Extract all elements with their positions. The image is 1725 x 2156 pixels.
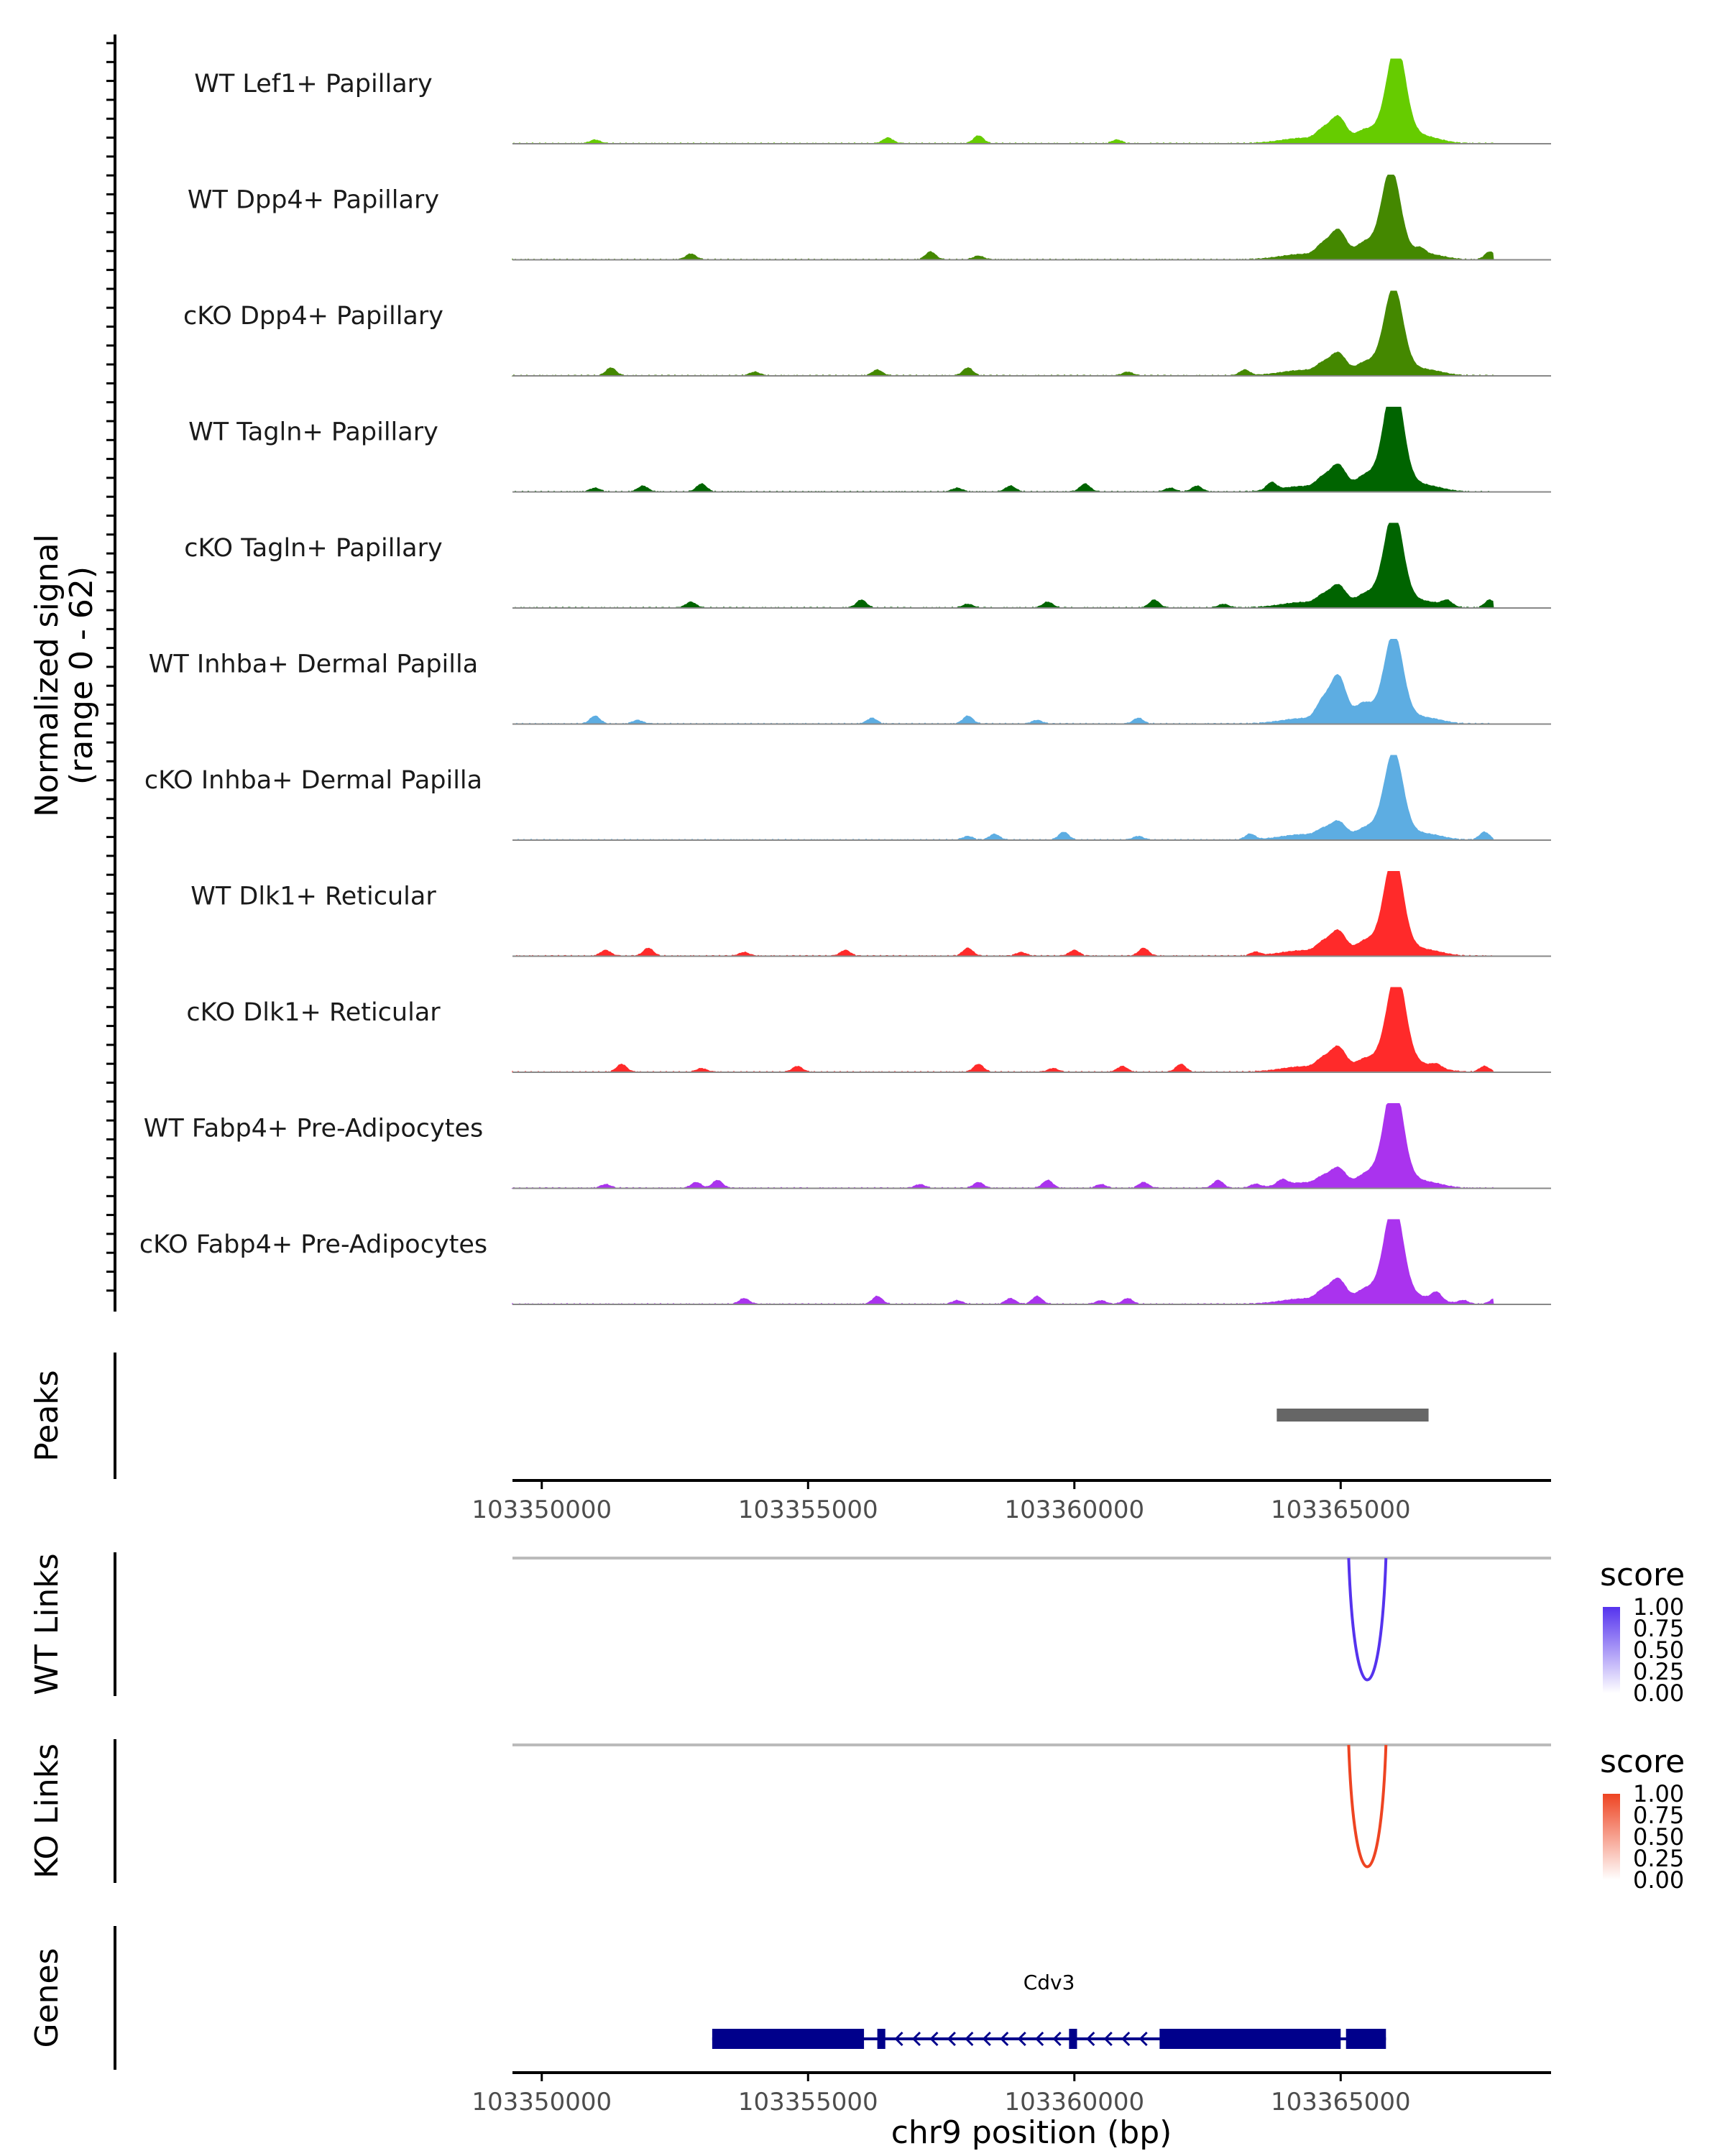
track-label: WT Lef1+ Papillary	[194, 70, 433, 98]
x-tick-label: 103350000	[472, 1496, 612, 1524]
peak-regions	[1276, 1409, 1429, 1422]
legend-tick-label: 0.75	[1633, 1615, 1684, 1642]
track-5: cKO Tagln+ Papillary	[184, 522, 1551, 609]
x-tick-label: 103350000	[472, 2088, 612, 2116]
gene-exon	[712, 2029, 865, 2049]
coverage-area	[512, 407, 1494, 493]
track-label: cKO Fabp4+ Pre-Adipocytes	[139, 1230, 487, 1259]
coverage-area	[512, 522, 1494, 609]
wt-link-arcs	[1347, 1557, 1388, 1682]
coverage-area	[512, 58, 1495, 144]
ko-score-legend: score 1.000.750.500.250.00	[1600, 1743, 1685, 1894]
link-arc	[1347, 1557, 1388, 1682]
legend-tick-label: 0.25	[1633, 1658, 1684, 1685]
strand-arrow	[1017, 2031, 1026, 2047]
gene-exon	[877, 2029, 886, 2049]
strand-arrow	[894, 2031, 903, 2047]
strand-arrow	[965, 2031, 974, 2047]
coverage-area	[511, 290, 1495, 377]
gene-exon	[1069, 2029, 1077, 2049]
legend-tick-label: 1.00	[1633, 1593, 1684, 1621]
x-tick-label: 103360000	[1004, 1496, 1144, 1524]
x-ticks-bottom: 103350000 103355000 103360000 103365000	[472, 2073, 1411, 2116]
x-tick-label: 103365000	[1271, 2088, 1411, 2116]
x-tick-label: 103355000	[738, 2088, 878, 2116]
legend-tick-label: 0.50	[1633, 1636, 1684, 1664]
strand-arrow	[1103, 2031, 1113, 2047]
strand-arrow	[911, 2031, 921, 2047]
strand-arrow	[1035, 2031, 1044, 2047]
x-axis-title: chr9 position (bp)	[891, 2114, 1172, 2151]
legend-tick-label: 0.50	[1633, 1823, 1684, 1851]
ko-link-arcs	[1347, 1744, 1388, 1869]
y-axis-range: (range 0 - 62)	[63, 566, 100, 785]
peaks-track-label: Peaks	[29, 1370, 65, 1461]
coverage-area	[511, 1103, 1495, 1189]
genes-track-label: Genes	[29, 1948, 65, 2047]
track-label: WT Tagln+ Papillary	[188, 418, 438, 447]
wt-links-label: WT Links	[29, 1553, 65, 1695]
gene-exon	[1346, 2029, 1386, 2049]
coverage-area	[512, 1219, 1494, 1305]
coverage-area	[512, 639, 1494, 725]
track-1: WT Lef1+ Papillary	[194, 58, 1551, 144]
track-label: WT Inhba+ Dermal Papilla	[149, 650, 478, 679]
track-6: WT Inhba+ Dermal Papilla	[149, 639, 1551, 725]
ko-legend-title: score	[1600, 1743, 1685, 1780]
track-4: WT Tagln+ Papillary	[188, 407, 1551, 493]
track-7: cKO Inhba+ Dermal Papilla	[144, 755, 1551, 841]
coverage-area	[512, 755, 1494, 841]
track-8: WT Dlk1+ Reticular	[190, 871, 1551, 957]
gene-model	[712, 2029, 1386, 2049]
legend-colorbar	[1603, 1607, 1620, 1693]
wt-legend-title: score	[1600, 1557, 1685, 1593]
track-9: cKO Dlk1+ Reticular	[186, 987, 1551, 1073]
x-tick-label: 103360000	[1004, 2088, 1144, 2116]
strand-arrow	[929, 2031, 939, 2047]
x-tick-label: 103355000	[738, 1496, 878, 1524]
strand-arrow	[1138, 2031, 1148, 2047]
strand-arrow	[982, 2031, 991, 2047]
x-ticks-top: 103350000 103355000 103360000 103365000	[472, 1480, 1411, 1524]
legend-tick-label: 0.00	[1633, 1680, 1684, 1707]
track-3: cKO Dpp4+ Papillary	[183, 290, 1551, 377]
signal-y-ticks	[106, 42, 115, 1292]
strand-arrow	[1086, 2031, 1095, 2047]
track-label: cKO Dpp4+ Papillary	[183, 302, 443, 331]
coverage-area	[512, 871, 1494, 957]
strand-arrow	[1121, 2031, 1131, 2047]
legend-tick-label: 0.25	[1633, 1845, 1684, 1872]
track-10: WT Fabp4+ Pre-Adipocytes	[144, 1103, 1551, 1189]
track-2: WT Dpp4+ Papillary	[188, 175, 1551, 261]
track-label: cKO Dlk1+ Reticular	[186, 998, 441, 1027]
track-label: WT Dlk1+ Reticular	[190, 883, 436, 911]
legend-tick-label: 0.00	[1633, 1866, 1684, 1894]
link-arc	[1347, 1744, 1388, 1869]
coverage-tracks: WT Lef1+ Papillary WT Dpp4+ Papillary cKO …	[139, 58, 1551, 1305]
strand-arrow	[1000, 2031, 1009, 2047]
gene-exon	[1159, 2029, 1341, 2049]
track-11: cKO Fabp4+ Pre-Adipocytes	[139, 1219, 1551, 1305]
legend-colorbar	[1603, 1794, 1620, 1880]
x-tick-label: 103365000	[1271, 1496, 1411, 1524]
track-label: WT Dpp4+ Papillary	[188, 186, 439, 215]
track-label: cKO Inhba+ Dermal Papilla	[144, 766, 482, 795]
peak-region	[1276, 1409, 1429, 1422]
track-label: cKO Tagln+ Papillary	[184, 534, 443, 563]
strand-arrow	[1052, 2031, 1062, 2047]
ko-links-label: KO Links	[29, 1743, 65, 1879]
track-label: WT Fabp4+ Pre-Adipocytes	[144, 1115, 483, 1143]
coverage-area	[512, 175, 1494, 261]
strand-arrow	[947, 2031, 956, 2047]
legend-tick-label: 1.00	[1633, 1780, 1684, 1807]
coverage-area	[512, 987, 1494, 1073]
legend-tick-label: 0.75	[1633, 1802, 1684, 1829]
y-axis-title: Normalized signal	[29, 534, 65, 817]
gene-name-label: Cdv3	[1024, 1971, 1075, 1994]
wt-score-legend: score 1.000.750.500.250.00	[1600, 1557, 1685, 1707]
